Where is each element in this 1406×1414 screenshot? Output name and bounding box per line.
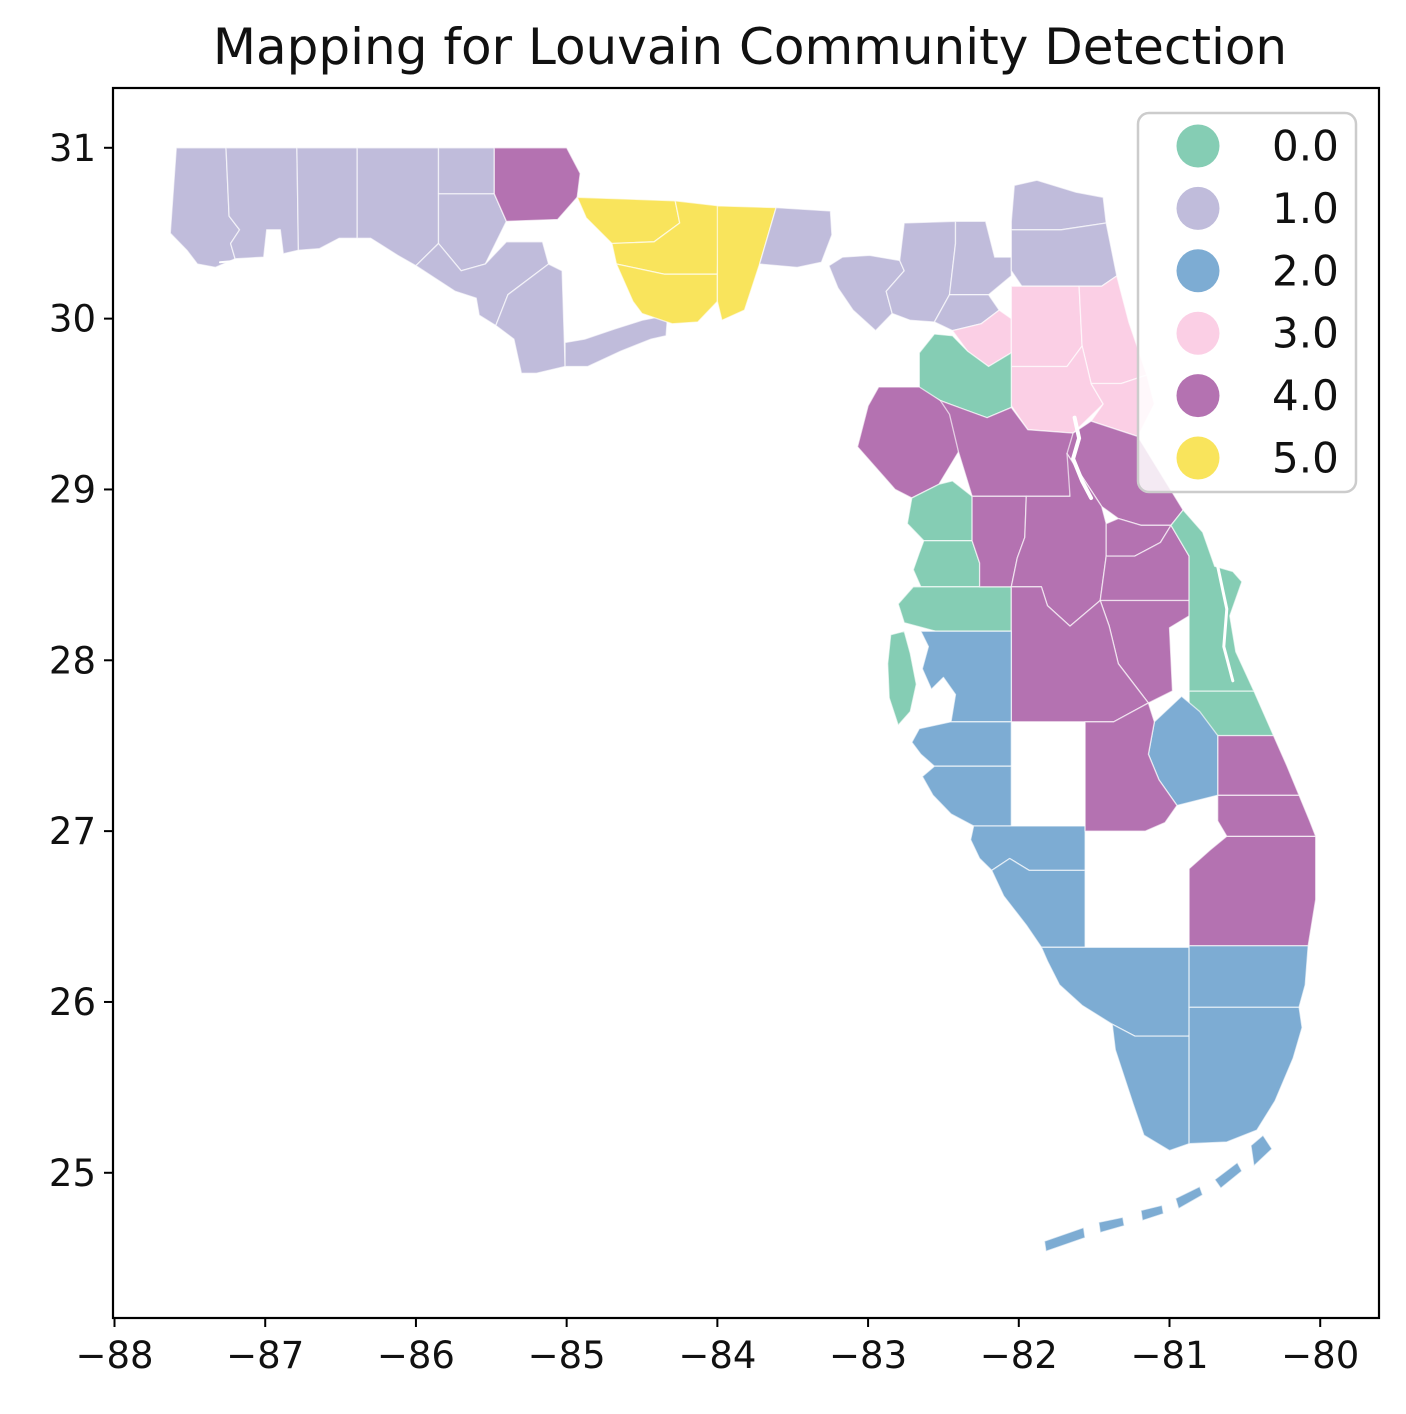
legend-marker-2.0 <box>1176 249 1220 293</box>
y-tick-label: 29 <box>49 468 96 511</box>
county-jackson <box>493 147 581 222</box>
legend-label-1.0: 1.0 <box>1272 184 1339 233</box>
county-wakulla <box>615 263 719 325</box>
county-hernando <box>912 540 981 588</box>
legend-marker-5.0 <box>1176 436 1220 480</box>
x-tick-label: −85 <box>528 1334 606 1377</box>
y-tick-label: 30 <box>49 298 96 341</box>
county-brevard <box>1170 509 1255 692</box>
legend-label-2.0: 2.0 <box>1272 246 1339 295</box>
x-tick-label: −84 <box>678 1334 756 1377</box>
county-pasco <box>897 586 1012 632</box>
county-highlands <box>1084 702 1178 832</box>
county-st-johns <box>1078 275 1148 385</box>
x-tick-label: −81 <box>1130 1334 1208 1377</box>
county-holmes <box>437 147 495 195</box>
legend-marker-0.0 <box>1176 124 1220 168</box>
county-charlotte <box>969 825 1086 872</box>
county-okaloosa <box>296 147 358 251</box>
water-lines <box>219 250 1235 683</box>
county-regions <box>169 147 1317 1253</box>
plot-frame <box>111 86 1381 1320</box>
county-franklin <box>564 314 669 368</box>
x-tick-label: −88 <box>75 1334 153 1377</box>
indian-river-lagoon-water <box>1207 532 1235 683</box>
county-broward <box>1188 944 1309 1008</box>
county-gulf <box>495 263 566 374</box>
county-collier <box>1040 946 1190 1037</box>
legend-label-4.0: 4.0 <box>1272 371 1339 420</box>
county-baker <box>948 220 1012 296</box>
santa-rosa-sound-water <box>219 250 395 264</box>
legend-marker-1.0 <box>1176 186 1220 230</box>
legend-marker-4.0 <box>1176 374 1220 418</box>
y-tick-label: 26 <box>49 981 96 1024</box>
y-tick-label: 25 <box>49 1152 96 1195</box>
county-palm-beach <box>1188 835 1317 947</box>
county-clay <box>1010 285 1083 368</box>
legend-label-5.0: 5.0 <box>1272 434 1339 483</box>
x-tick-label: −82 <box>980 1334 1058 1377</box>
county-hillsborough <box>920 630 1012 723</box>
y-axis-ticks: 31 30 29 28 27 26 25 <box>49 127 113 1195</box>
county-walton <box>356 147 440 267</box>
county-martin <box>1217 794 1317 837</box>
county-pinellas <box>887 630 917 726</box>
county-sarasota <box>921 765 1012 827</box>
y-tick-label: 31 <box>49 127 96 170</box>
county-lee <box>991 857 1086 948</box>
y-tick-label: 28 <box>49 639 96 682</box>
chart-title: Mapping for Louvain Community Detection <box>213 18 1287 76</box>
county-st-lucie <box>1217 734 1300 796</box>
county-santa-rosa <box>225 147 300 260</box>
x-tick-label: −87 <box>226 1334 304 1377</box>
x-tick-label: −80 <box>1281 1334 1359 1377</box>
x-tick-label: −86 <box>377 1334 455 1377</box>
county-polk <box>1010 586 1150 723</box>
county-manatee <box>911 721 1012 767</box>
legend-marker-3.0 <box>1176 311 1220 355</box>
legend-label-3.0: 3.0 <box>1272 309 1339 358</box>
county-duval <box>1010 222 1118 287</box>
y-tick-label: 27 <box>49 810 96 853</box>
st-johns-river-water <box>1070 415 1094 500</box>
county-monroe <box>1043 1023 1273 1253</box>
legend-label-0.0: 0.0 <box>1272 122 1339 171</box>
county-madison <box>758 206 833 269</box>
x-axis-ticks: −88 −87 −86 −85 −84 −83 −82 −81 −80 <box>75 1318 1359 1377</box>
county-nassau <box>1010 179 1107 231</box>
x-tick-label: −83 <box>829 1334 907 1377</box>
legend: 0.0 1.0 2.0 3.0 4.0 5.0 <box>1136 111 1358 494</box>
county-miami-dade <box>1188 1006 1303 1145</box>
